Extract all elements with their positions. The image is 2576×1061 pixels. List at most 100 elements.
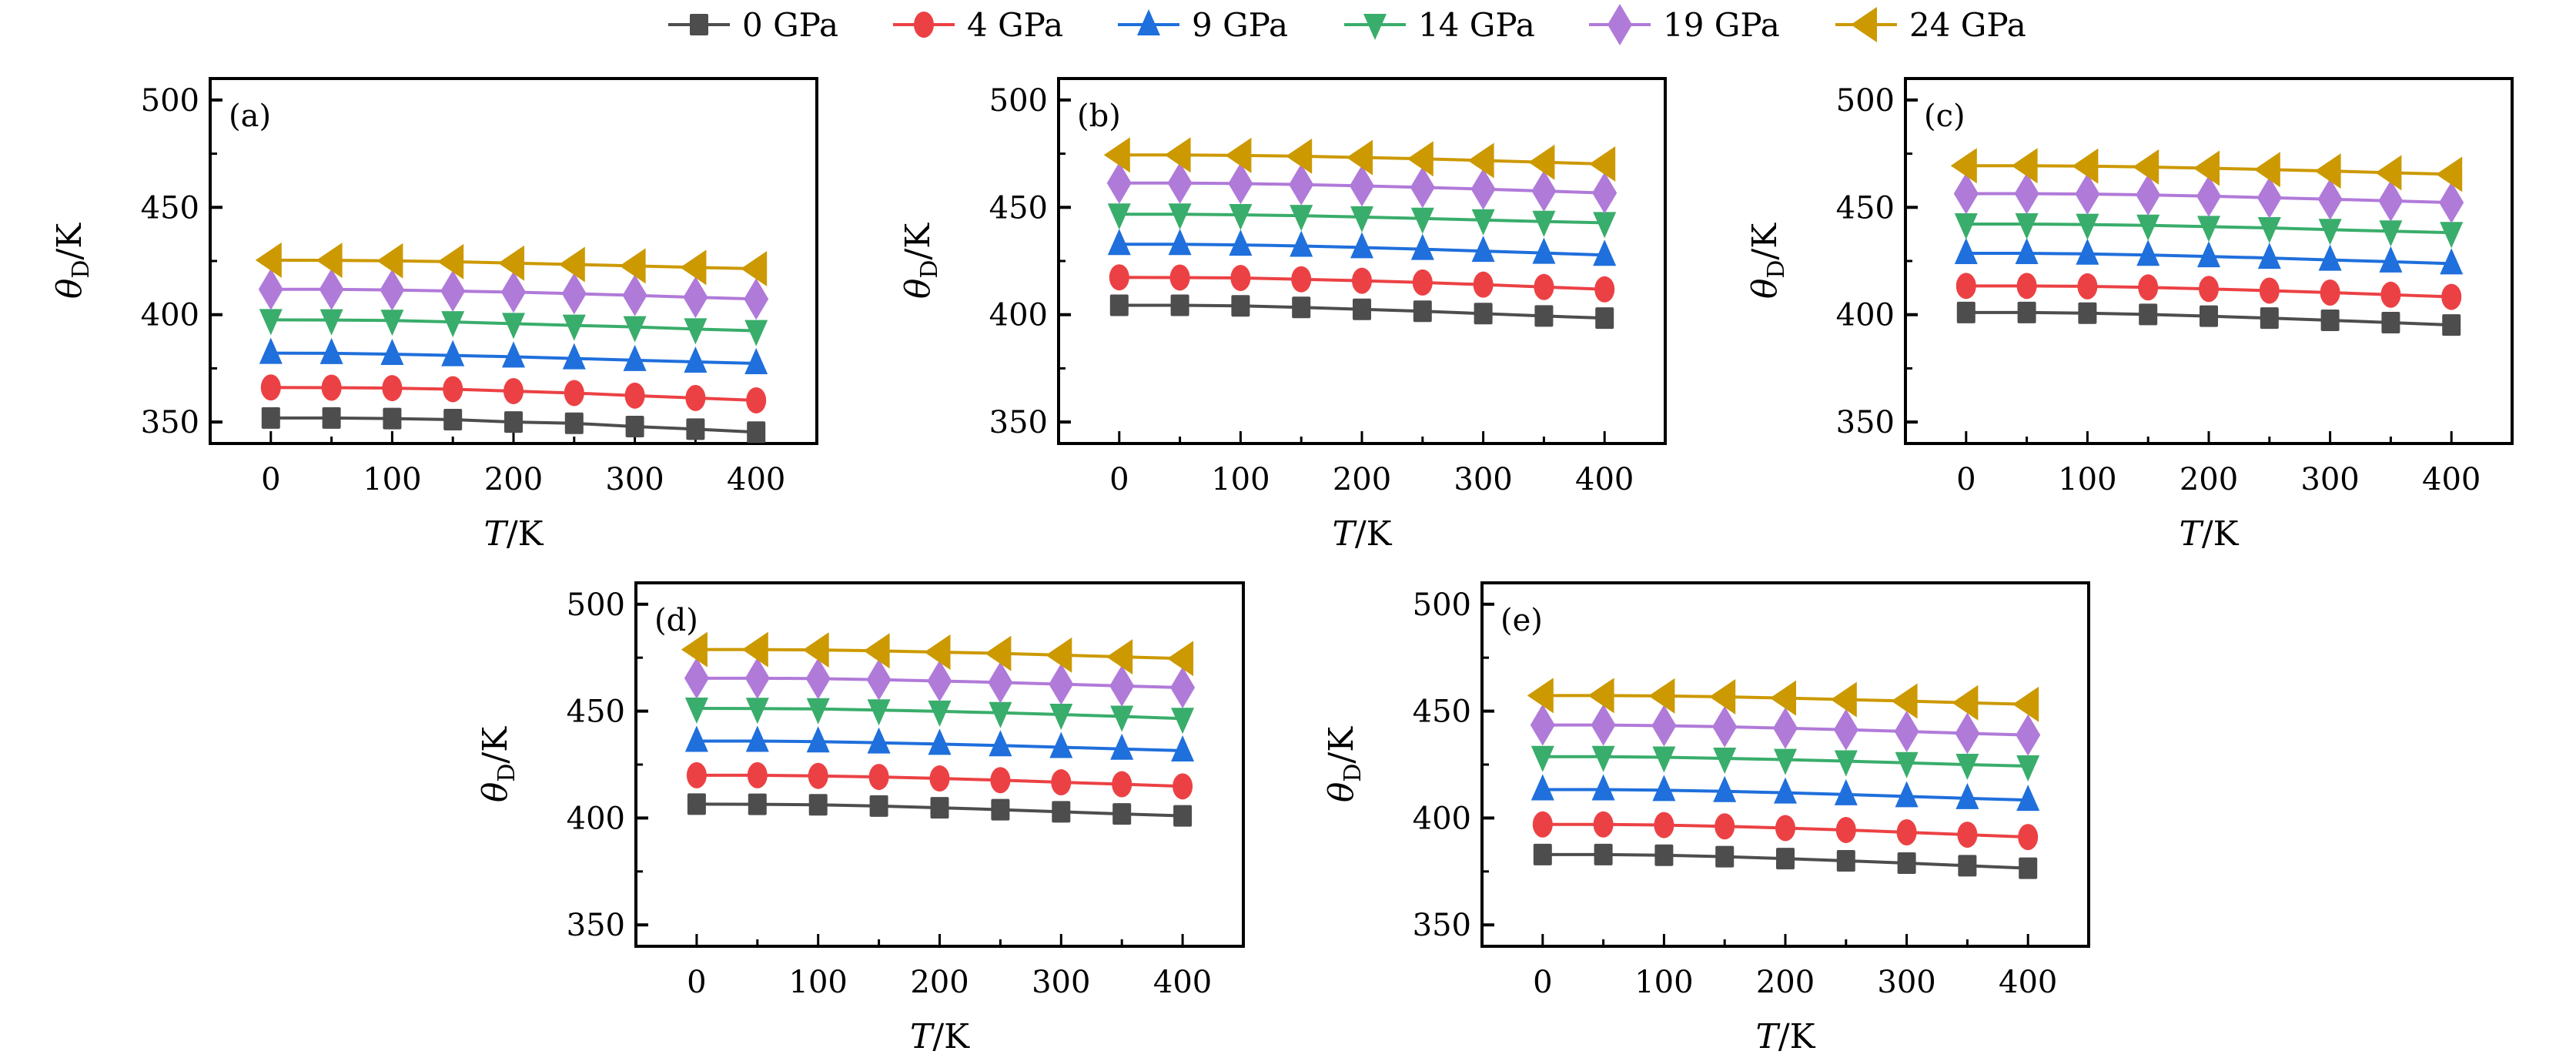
data-point xyxy=(1591,704,1616,746)
data-point xyxy=(1045,637,1072,673)
panel-label: (e) xyxy=(1500,603,1543,638)
y-tick-label: 400 xyxy=(1836,298,1895,333)
series-0-gpa xyxy=(1533,843,2038,879)
y-axis-label: θD/K xyxy=(1745,223,1790,299)
x-tick-label: 300 xyxy=(1454,462,1512,497)
data-point xyxy=(1532,811,1553,838)
data-point xyxy=(1407,141,1434,177)
y-tick-label: 400 xyxy=(567,801,625,836)
data-point xyxy=(2318,219,2342,246)
data-point xyxy=(1956,301,1975,323)
data-point xyxy=(1290,205,1313,232)
data-point xyxy=(1110,733,1134,760)
data-point xyxy=(1770,680,1796,716)
data-point xyxy=(2193,150,2220,186)
legend: 0 GPa 4 GPa 9 GPa 14 GPa 19 GPa 24 GPa xyxy=(668,4,2026,45)
data-point xyxy=(2139,303,2158,326)
data-point xyxy=(1106,639,1133,675)
data-point xyxy=(1652,746,1676,773)
x-axis-label: T/K xyxy=(1332,514,1392,554)
data-point xyxy=(2138,274,2159,301)
data-point xyxy=(744,278,769,320)
legend-item: 9 GPa xyxy=(1118,6,1288,44)
legend-item: 14 GPa xyxy=(1344,6,1535,44)
data-point xyxy=(619,248,646,284)
data-point xyxy=(2379,246,2403,273)
legend-label: 14 GPa xyxy=(1418,6,1535,44)
data-point xyxy=(866,658,892,701)
data-point xyxy=(623,344,647,371)
legend-marker-circle-icon xyxy=(914,12,934,38)
x-tick-label: 200 xyxy=(1756,965,1815,1000)
series-9-gpa xyxy=(1531,774,2040,812)
series-19-gpa xyxy=(258,268,769,320)
data-point xyxy=(2380,281,2401,308)
data-point xyxy=(2200,305,2218,327)
data-point xyxy=(1112,803,1132,825)
series-24-gpa xyxy=(681,631,1194,677)
data-point xyxy=(1950,148,1977,184)
data-point xyxy=(869,795,888,817)
data-point xyxy=(1164,137,1191,173)
panels: 350 400 450 500 0 100 200 300 400 T/K θD/K (a) 350 40… xyxy=(50,77,2514,1056)
data-point xyxy=(321,374,342,401)
data-point xyxy=(260,374,281,401)
data-point xyxy=(2136,174,2161,216)
data-point xyxy=(2017,301,2036,323)
data-point xyxy=(744,657,770,699)
data-point xyxy=(1170,294,1189,316)
data-point xyxy=(380,310,404,336)
data-point xyxy=(1467,142,1494,179)
series-19-gpa xyxy=(1953,172,2464,224)
x-tick-label: 400 xyxy=(2422,462,2481,497)
data-point xyxy=(1471,236,1495,263)
data-point xyxy=(625,415,644,437)
data-point xyxy=(930,797,949,819)
data-point xyxy=(1895,781,1919,808)
data-point xyxy=(1347,139,1373,176)
data-point xyxy=(2012,686,2039,722)
data-point xyxy=(1531,774,1554,801)
data-point xyxy=(2199,276,2219,303)
data-point xyxy=(1715,813,1735,840)
data-point xyxy=(1170,667,1196,709)
data-point xyxy=(498,245,524,281)
data-point xyxy=(441,340,465,366)
data-point xyxy=(746,387,767,413)
plot-frame xyxy=(1057,77,1667,445)
data-point xyxy=(1413,300,1432,323)
data-point xyxy=(684,657,709,699)
panel-label: (b) xyxy=(1077,99,1121,134)
data-point xyxy=(1897,852,1916,874)
data-point xyxy=(2016,714,2041,756)
data-point xyxy=(623,316,647,343)
data-point xyxy=(2257,176,2282,219)
data-point xyxy=(1292,296,1311,319)
data-point xyxy=(988,661,1013,704)
series-0-gpa xyxy=(687,793,1193,827)
data-point xyxy=(624,382,645,409)
data-point xyxy=(1591,745,1615,772)
data-point xyxy=(1350,232,1373,259)
x-tick-label: 300 xyxy=(1877,965,1935,1000)
legend-label: 24 GPa xyxy=(1909,6,2026,44)
series-14-gpa xyxy=(1954,213,2464,249)
legend-label: 19 GPa xyxy=(1663,6,1780,44)
legend-item: 4 GPa xyxy=(893,6,1063,44)
data-point xyxy=(748,793,767,815)
data-point xyxy=(2197,216,2220,243)
y-axis-label: θD/K xyxy=(476,726,520,802)
data-point xyxy=(684,725,708,752)
series-19-gpa xyxy=(1530,704,2041,756)
data-point xyxy=(863,633,890,669)
data-point xyxy=(2318,244,2342,271)
data-point xyxy=(745,725,769,752)
data-point xyxy=(2196,175,2221,217)
legend-label: 9 GPa xyxy=(1192,6,1288,44)
legend-marker-triangle-left-icon xyxy=(1851,7,1877,42)
data-point xyxy=(1410,233,1434,260)
x-tick-label: 100 xyxy=(789,965,848,1000)
data-point xyxy=(1049,663,1074,705)
data-point xyxy=(868,764,889,791)
data-point xyxy=(1168,203,1192,230)
